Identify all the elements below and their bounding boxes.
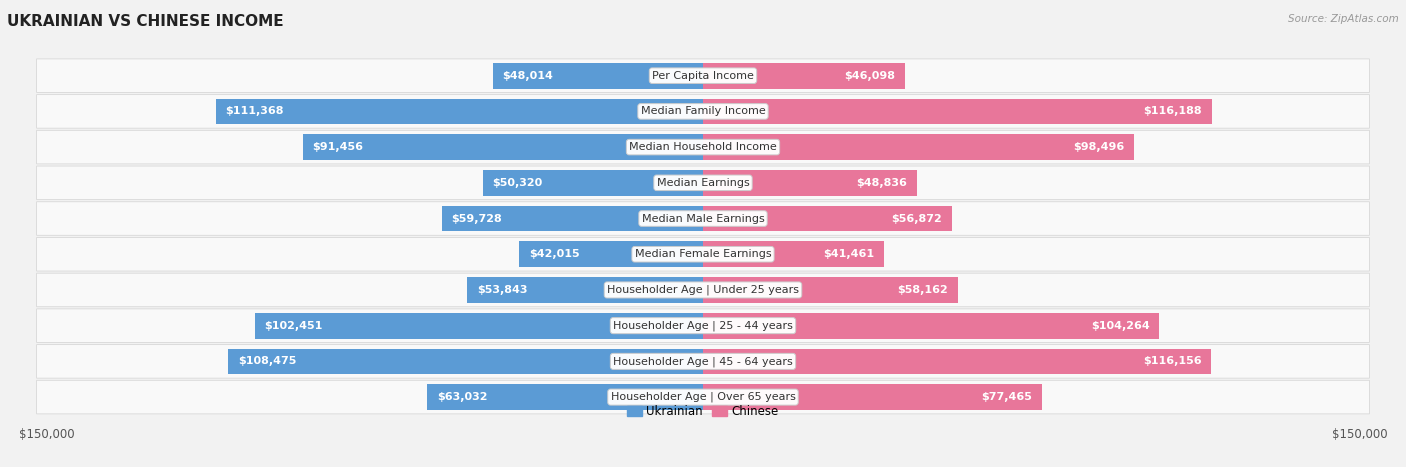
Bar xyxy=(494,63,703,89)
FancyBboxPatch shape xyxy=(37,273,1369,307)
Text: $111,368: $111,368 xyxy=(225,106,284,116)
Bar xyxy=(467,277,703,303)
Bar xyxy=(703,205,952,231)
Text: $77,465: $77,465 xyxy=(981,392,1032,402)
Text: Householder Age | Over 65 years: Householder Age | Over 65 years xyxy=(610,392,796,403)
Bar xyxy=(703,277,957,303)
Text: $102,451: $102,451 xyxy=(264,321,323,331)
Text: $58,162: $58,162 xyxy=(897,285,948,295)
Text: Householder Age | Under 25 years: Householder Age | Under 25 years xyxy=(607,285,799,295)
Bar xyxy=(703,313,1160,339)
Text: Median Household Income: Median Household Income xyxy=(628,142,778,152)
Text: Median Family Income: Median Family Income xyxy=(641,106,765,116)
FancyBboxPatch shape xyxy=(37,202,1369,235)
Text: $63,032: $63,032 xyxy=(437,392,488,402)
Text: Householder Age | 45 - 64 years: Householder Age | 45 - 64 years xyxy=(613,356,793,367)
Text: Median Earnings: Median Earnings xyxy=(657,178,749,188)
FancyBboxPatch shape xyxy=(37,130,1369,164)
Text: $46,098: $46,098 xyxy=(844,71,896,81)
Text: $116,188: $116,188 xyxy=(1143,106,1202,116)
Bar xyxy=(703,384,1042,410)
Bar xyxy=(302,134,703,160)
Bar xyxy=(703,170,917,196)
Bar xyxy=(228,348,703,374)
FancyBboxPatch shape xyxy=(37,309,1369,342)
FancyBboxPatch shape xyxy=(37,95,1369,128)
Text: $53,843: $53,843 xyxy=(477,285,527,295)
Bar xyxy=(703,134,1135,160)
Text: $48,836: $48,836 xyxy=(856,178,907,188)
Bar xyxy=(254,313,703,339)
Text: $56,872: $56,872 xyxy=(891,213,942,224)
Bar xyxy=(703,63,905,89)
Text: $116,156: $116,156 xyxy=(1143,356,1202,367)
Bar xyxy=(215,99,703,124)
Text: $41,461: $41,461 xyxy=(824,249,875,259)
FancyBboxPatch shape xyxy=(37,59,1369,92)
FancyBboxPatch shape xyxy=(37,380,1369,414)
Text: $91,456: $91,456 xyxy=(312,142,364,152)
Bar xyxy=(519,241,703,267)
Text: $98,496: $98,496 xyxy=(1073,142,1125,152)
Text: Median Female Earnings: Median Female Earnings xyxy=(634,249,772,259)
FancyBboxPatch shape xyxy=(37,166,1369,199)
Text: $108,475: $108,475 xyxy=(238,356,297,367)
Text: $48,014: $48,014 xyxy=(503,71,554,81)
Text: $104,264: $104,264 xyxy=(1091,321,1150,331)
FancyBboxPatch shape xyxy=(37,345,1369,378)
Bar xyxy=(441,205,703,231)
Text: Householder Age | 25 - 44 years: Householder Age | 25 - 44 years xyxy=(613,320,793,331)
Text: UKRAINIAN VS CHINESE INCOME: UKRAINIAN VS CHINESE INCOME xyxy=(7,14,284,29)
Bar xyxy=(427,384,703,410)
Bar xyxy=(703,348,1212,374)
Bar xyxy=(703,241,884,267)
Legend: Ukrainian, Chinese: Ukrainian, Chinese xyxy=(627,405,779,418)
Text: $42,015: $42,015 xyxy=(529,249,579,259)
Text: Source: ZipAtlas.com: Source: ZipAtlas.com xyxy=(1288,14,1399,24)
FancyBboxPatch shape xyxy=(37,237,1369,271)
Text: Per Capita Income: Per Capita Income xyxy=(652,71,754,81)
Text: $59,728: $59,728 xyxy=(451,213,502,224)
Text: Median Male Earnings: Median Male Earnings xyxy=(641,213,765,224)
Bar xyxy=(482,170,703,196)
Bar xyxy=(703,99,1212,124)
Text: $50,320: $50,320 xyxy=(492,178,543,188)
